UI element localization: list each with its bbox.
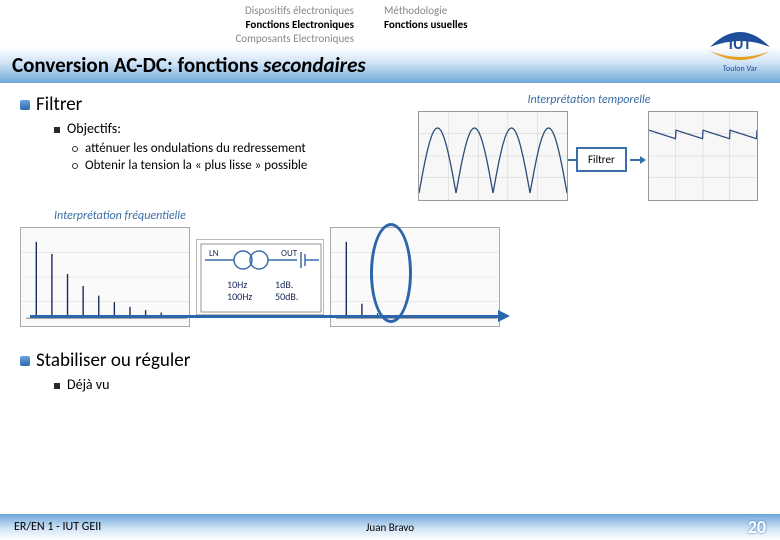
slide-content: Filtrer Objectifs: atténuer les ondulati… (0, 83, 780, 399)
footer-left: ER/EN 1 - IUT GEII (14, 520, 101, 534)
filtered-wave-chart (648, 111, 758, 201)
bullet-icon (20, 356, 30, 366)
temporal-waveforms: Filtrer (418, 111, 760, 201)
filtrer-block: Filtrer Objectifs: atténuer les ondulati… (20, 93, 760, 201)
title-bar: Conversion AC-DC: fonctions secondaires … (0, 47, 780, 83)
stabiliser-heading: Stabiliser ou réguler (36, 349, 190, 372)
filter-box-label: Filtrer (576, 147, 627, 172)
spectrum-after-chart (330, 227, 500, 327)
square-bullet-icon (54, 127, 60, 133)
page-title: Conversion AC-DC: fonctions secondaires (12, 52, 366, 78)
circle-bullet-icon (72, 163, 78, 169)
header-right-l1: Méthodologie (384, 4, 514, 18)
freq-block: Interprétation fréquentielle (20, 209, 760, 327)
svg-text:50dB.: 50dB. (275, 290, 298, 303)
svg-text:OUT: OUT (281, 248, 298, 259)
arrow-right-icon (568, 159, 576, 161)
objectifs-label: Objectifs: (67, 120, 121, 137)
bullet-icon (20, 100, 30, 110)
slide-footer: ER/EN 1 - IUT GEII Juan Bravo 20 (0, 514, 780, 540)
header-left-l2: Fonctions Electroniques (162, 18, 354, 32)
title-italic: secondaires (263, 52, 366, 78)
header-left-l3: Composants Electroniques (162, 32, 354, 46)
long-arrow-icon (30, 315, 500, 318)
circle-bullet-icon (72, 146, 78, 152)
rectified-wave-chart (418, 111, 568, 201)
svg-text:100Hz: 100Hz (227, 290, 252, 303)
header-left-l1: Dispositifs électroniques (162, 4, 354, 18)
breadcrumb-header: Dispositifs électroniques Fonctions Elec… (0, 0, 780, 47)
filtrer-heading: Filtrer (36, 93, 82, 116)
page-number: 20 (748, 516, 766, 538)
svg-text:IUT: IUT (729, 35, 752, 54)
objective-2: Obtenir la tension la « plus lisse » pos… (85, 158, 307, 173)
svg-text:Toulon Var: Toulon Var (723, 64, 758, 73)
footer-center: Juan Bravo (366, 521, 414, 534)
header-right-l2: Fonctions usuelles (384, 18, 514, 32)
objective-1: atténuer les ondulations du redressement (85, 141, 306, 156)
stabiliser-sub: Déjà vu (67, 376, 109, 393)
stabiliser-block: Stabiliser ou réguler Déjà vu (20, 349, 760, 393)
interp-freq-label: Interprétation fréquentielle (54, 209, 760, 223)
title-prefix: Conversion AC-DC: fonctions (12, 52, 263, 78)
square-bullet-icon (54, 383, 60, 389)
highlight-oval (370, 223, 412, 323)
iut-logo: IUT Toulon Var (708, 13, 772, 73)
spectrum-before-chart (20, 227, 190, 327)
filter-hardware-diagram: LN OUT 10Hz 100Hz 1dB. 50dB. (196, 239, 324, 315)
interp-temporelle-label: Interprétation temporelle (418, 93, 760, 107)
svg-text:LN: LN (209, 248, 219, 259)
arrow-right-icon (630, 159, 640, 161)
